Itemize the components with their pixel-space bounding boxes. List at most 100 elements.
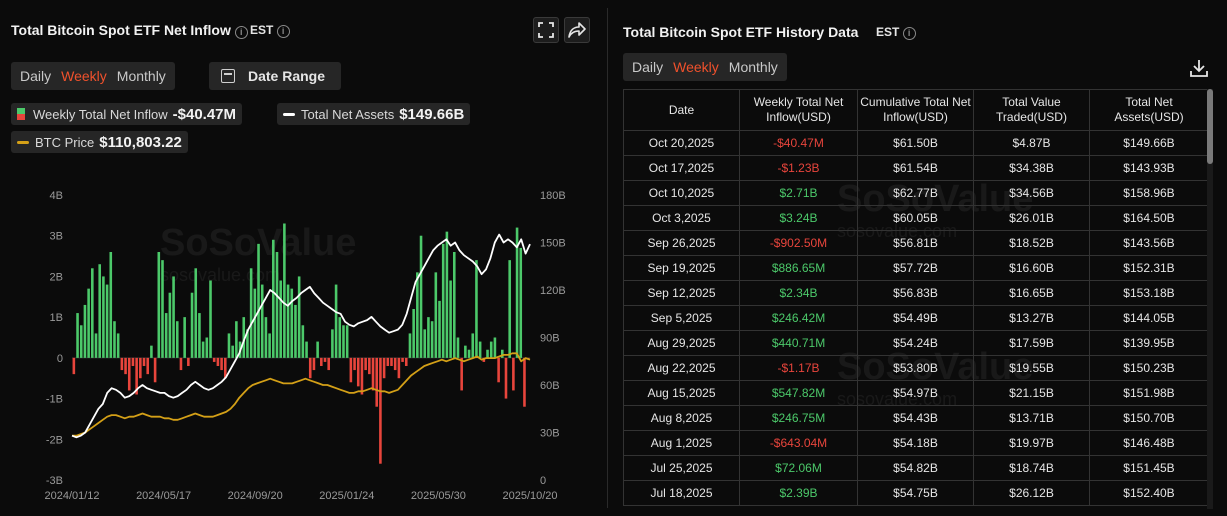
inflow-bar xyxy=(489,341,493,358)
info-icon[interactable]: i xyxy=(902,27,916,40)
inflow-bar xyxy=(205,337,209,358)
table-header-row: Date Weekly Total Net Inflow(USD) Cumula… xyxy=(623,89,1209,131)
col-header-weekly-inflow[interactable]: Weekly Total Net Inflow(USD) xyxy=(739,89,858,131)
table-row[interactable]: Jul 25,2025 $72.06M $54.82B $18.74B $151.45B xyxy=(623,455,1209,481)
scrollbar-thumb[interactable] xyxy=(1207,89,1213,164)
col-header-date[interactable]: Date xyxy=(623,89,740,131)
download-icon[interactable] xyxy=(1189,58,1209,78)
inflow-bar xyxy=(360,357,364,395)
inflow-bar xyxy=(301,325,305,358)
y-right-tick-label: 180B xyxy=(540,190,566,202)
tab-daily[interactable]: Daily xyxy=(632,59,664,75)
y-right-tick-label: 0 xyxy=(540,475,546,487)
inflow-bar xyxy=(272,239,275,358)
table-row[interactable]: Sep 19,2025 $886.65M $57.72B $16.60B $152.31… xyxy=(623,255,1209,281)
inflow-panel-title: Total Bitcoin Spot ETF Net Inflow i xyxy=(11,22,248,39)
cell-cumulative-inflow: $61.50B xyxy=(857,130,974,156)
inflow-bar xyxy=(283,223,286,358)
y-right-tick-label: 60B xyxy=(540,380,560,392)
inflow-bar xyxy=(249,268,253,358)
legend-btc-price[interactable]: BTC Price $110,803.22 xyxy=(11,131,188,153)
y-left-tick-label: 4B xyxy=(50,190,63,202)
inflow-bar xyxy=(168,292,172,358)
inflow-bar xyxy=(105,284,109,358)
inflow-bar xyxy=(441,243,445,358)
x-tick-label: 2025/05/30 xyxy=(411,490,466,502)
table-row[interactable]: Aug 1,2025 -$643.04M $54.18B $19.97B $146.48… xyxy=(623,430,1209,456)
table-row[interactable]: Aug 15,2025 $547.82M $54.97B $21.15B $151.98… xyxy=(623,380,1209,406)
fullscreen-button[interactable] xyxy=(533,17,559,43)
inflow-bar xyxy=(449,280,452,358)
x-tick-label: 2025/01/24 xyxy=(319,490,374,502)
cell-cumulative-inflow: $61.54B xyxy=(857,155,974,181)
inflow-bar xyxy=(493,337,497,358)
history-interval-tabs: Daily Weekly Monthly xyxy=(623,53,787,81)
tab-weekly[interactable]: Weekly xyxy=(673,59,719,75)
inflow-bar xyxy=(419,235,423,358)
inflow-bar xyxy=(456,337,460,358)
inflow-bar xyxy=(408,333,412,358)
share-button[interactable] xyxy=(564,17,590,43)
table-row[interactable]: Oct 17,2025 -$1.23B $61.54B $34.38B $143.93B xyxy=(623,155,1209,181)
inflow-bar xyxy=(201,341,205,358)
table-row[interactable]: Aug 29,2025 $440.71M $54.24B $17.59B $139.95… xyxy=(623,330,1209,356)
inflow-bar xyxy=(257,243,260,358)
inflow-bar xyxy=(209,280,212,358)
table-scrollbar[interactable] xyxy=(1207,89,1213,509)
inflow-bar xyxy=(120,357,124,371)
table-row[interactable]: Aug 8,2025 $246.75M $54.43B $13.71B $150.70B xyxy=(623,405,1209,431)
tab-monthly[interactable]: Monthly xyxy=(728,59,778,75)
cell-cumulative-inflow: $56.81B xyxy=(857,230,974,256)
col-header-value-traded[interactable]: Total Value Traded(USD) xyxy=(973,89,1090,131)
inflow-bar xyxy=(434,272,438,358)
inflow-bar xyxy=(416,272,419,358)
tab-monthly[interactable]: Monthly xyxy=(116,68,166,84)
inflow-bar xyxy=(404,357,408,366)
table-row[interactable]: Oct 3,2025 $3.24B $60.05B $26.01B $164.50B xyxy=(623,205,1209,231)
inflow-bar xyxy=(478,341,482,358)
tab-weekly[interactable]: Weekly xyxy=(61,68,107,84)
cell-value-traded: $34.38B xyxy=(973,155,1090,181)
cell-value-traded: $26.12B xyxy=(973,480,1090,506)
table-row[interactable]: Aug 22,2025 -$1.17B $53.80B $19.55B $150.23B xyxy=(623,355,1209,381)
col-header-cumulative-inflow[interactable]: Cumulative Total Net Inflow(USD) xyxy=(857,89,974,131)
inflow-bar xyxy=(279,280,282,358)
cell-value-traded: $18.74B xyxy=(973,455,1090,481)
legend-weekly-inflow[interactable]: Weekly Total Net Inflow -$40.47M xyxy=(11,103,243,125)
legend-total-net-assets[interactable]: Total Net Assets $149.66B xyxy=(277,103,471,125)
info-icon[interactable]: i xyxy=(276,25,290,38)
inflow-bar xyxy=(146,357,150,375)
table-row[interactable]: Sep 12,2025 $2.34B $56.83B $16.65B $153.18B xyxy=(623,280,1209,306)
info-icon[interactable]: i xyxy=(234,26,248,39)
calendar-icon xyxy=(221,69,235,83)
cell-cumulative-inflow: $54.75B xyxy=(857,480,974,506)
date-range-button[interactable]: Date Range xyxy=(209,62,341,90)
cell-cumulative-inflow: $60.05B xyxy=(857,205,974,231)
table-row[interactable]: Sep 26,2025 -$902.50M $56.81B $18.52B $143.5… xyxy=(623,230,1209,256)
table-row[interactable]: Oct 10,2025 $2.71B $62.77B $34.56B $158.96B xyxy=(623,180,1209,206)
inflow-bar xyxy=(312,357,316,371)
cell-cumulative-inflow: $54.97B xyxy=(857,380,974,406)
table-row[interactable]: Oct 20,2025 -$40.47M $61.50B $4.87B $149.66B xyxy=(623,130,1209,156)
inflow-bar xyxy=(227,333,231,358)
inflow-bar xyxy=(316,341,319,358)
cell-value-traded: $17.59B xyxy=(973,330,1090,356)
inflow-bar xyxy=(94,333,98,358)
inflow-bar xyxy=(368,357,371,375)
btc-price-line xyxy=(72,352,531,437)
inflow-bar xyxy=(334,284,338,358)
col-header-net-assets[interactable]: Total Net Assets(USD) xyxy=(1089,89,1209,131)
table-row[interactable]: Sep 5,2025 $246.42M $54.49B $13.27B $144.05B xyxy=(623,305,1209,331)
cell-date: Sep 19,2025 xyxy=(623,255,740,281)
cell-weekly-inflow: -$643.04M xyxy=(739,430,858,456)
cell-weekly-inflow: $246.42M xyxy=(739,305,858,331)
net-inflow-chart[interactable]: 4B 3B 2B 1B 0 -1B -2B -3B 180B 150B 120B 90B 60B 30B 0… xyxy=(0,160,604,516)
cell-value-traded: $19.55B xyxy=(973,355,1090,381)
cell-date: Aug 15,2025 xyxy=(623,380,740,406)
table-row[interactable]: Jul 18,2025 $2.39B $54.75B $26.12B $152.40B xyxy=(623,480,1209,506)
inflow-bar xyxy=(223,357,227,379)
inflow-bar xyxy=(364,357,367,371)
inflow-bar xyxy=(175,321,179,358)
inflow-bar xyxy=(305,341,308,358)
tab-daily[interactable]: Daily xyxy=(20,68,52,84)
